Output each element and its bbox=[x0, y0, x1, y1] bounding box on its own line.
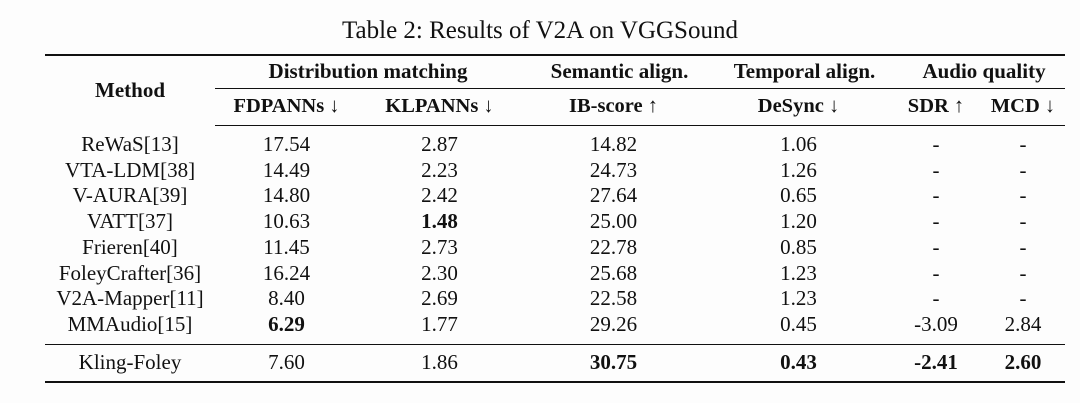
table-row: V-AURA[39] 14.80 2.42 27.64 0.65 - - bbox=[45, 183, 1065, 209]
table-row-kling-foley: Kling-Foley 7.60 1.86 30.75 0.43 -2.41 2… bbox=[45, 343, 1066, 383]
group-semantic-align: Semantic align. bbox=[521, 54, 706, 89]
value-cell: 1.77 bbox=[421, 311, 458, 336]
value-cell: 7.60 bbox=[215, 343, 358, 383]
value-cell: 11.45 bbox=[263, 234, 310, 259]
value-cell: - bbox=[1019, 157, 1027, 182]
value-cell: 8.40 bbox=[268, 286, 305, 311]
value-cell-best: -2.41 bbox=[891, 343, 981, 383]
value-cell: 25.68 bbox=[589, 260, 638, 285]
value-cell: - bbox=[1019, 234, 1027, 259]
header-group-row: Method Distribution matching Semantic al… bbox=[45, 54, 1066, 126]
value-cell: 27.64 bbox=[589, 183, 638, 208]
value-cell: 1.23 bbox=[780, 260, 817, 285]
value-cell: - bbox=[1019, 183, 1027, 208]
method-cell: FoleyCrafter[36] bbox=[58, 260, 202, 285]
method-cell: MMAudio[15] bbox=[67, 311, 193, 336]
table-row: VTA-LDM[38] 14.49 2.23 24.73 1.26 - - bbox=[45, 158, 1065, 184]
value-cell-best: 30.75 bbox=[521, 343, 706, 383]
value-cell: 1.86 bbox=[358, 343, 521, 383]
value-cell: - bbox=[1019, 132, 1027, 156]
value-cell: 2.84 bbox=[1004, 311, 1042, 336]
value-cell-best: 6.29 bbox=[268, 311, 305, 336]
value-cell-best: 2.60 bbox=[981, 343, 1066, 383]
value-cell: 2.42 bbox=[421, 183, 458, 208]
metric-klpanns: KLPANNs ↓ bbox=[358, 88, 521, 126]
metric-mcd: MCD ↓ bbox=[981, 88, 1066, 126]
value-cell: 2.30 bbox=[421, 260, 458, 285]
value-cell: -3.09 bbox=[914, 311, 958, 336]
value-cell: 2.87 bbox=[421, 132, 458, 156]
value-cell: 2.69 bbox=[421, 286, 458, 311]
value-cell: - bbox=[932, 183, 940, 208]
group-distribution-matching: Distribution matching bbox=[215, 54, 521, 89]
group-audio-quality: Audio quality bbox=[891, 54, 1066, 89]
value-cell: - bbox=[1019, 209, 1027, 234]
value-cell: 1.06 bbox=[780, 132, 817, 156]
value-cell: - bbox=[1019, 286, 1027, 311]
group-temporal-align: Temporal align. bbox=[706, 54, 891, 89]
value-cell: - bbox=[932, 209, 940, 234]
metric-fdpanns: FDPANNs ↓ bbox=[215, 88, 358, 126]
value-cell: - bbox=[1019, 260, 1027, 285]
results-table: Method Distribution matching Semantic al… bbox=[45, 54, 1066, 383]
table-caption: Table 2: Results of V2A on VGGSound bbox=[342, 17, 738, 44]
method-cell: VATT[37] bbox=[87, 209, 173, 234]
table-row: ReWaS[13] 17.54 2.87 14.82 1.06 - - bbox=[45, 126, 1065, 158]
metric-ib-score: IB-score ↑ bbox=[521, 88, 706, 126]
value-cell: 1.26 bbox=[780, 157, 817, 182]
table-row: VATT[37] 10.63 1.48 25.00 1.20 - - bbox=[45, 209, 1065, 235]
table-row: MMAudio[15] 6.29 1.77 29.26 0.45 -3.09 2… bbox=[45, 312, 1065, 344]
value-cell: - bbox=[932, 260, 940, 285]
value-cell: 22.78 bbox=[589, 234, 638, 259]
method-cell: ReWaS[13] bbox=[81, 131, 179, 156]
value-cell: 16.24 bbox=[262, 260, 311, 285]
metric-desync: DeSync ↓ bbox=[706, 88, 891, 126]
value-cell: - bbox=[932, 157, 940, 182]
method-header: Method bbox=[45, 54, 215, 126]
value-cell: 25.00 bbox=[589, 209, 638, 234]
value-cell: 0.85 bbox=[780, 234, 817, 259]
method-cell: V-AURA[39] bbox=[72, 183, 188, 208]
metric-sdr: SDR ↑ bbox=[891, 88, 981, 126]
value-cell: 22.58 bbox=[589, 286, 638, 311]
header-metric-row: FDPANNs ↓ KLPANNs ↓ IB-score ↑ DeSync ↓ … bbox=[45, 88, 1066, 126]
value-cell: 14.49 bbox=[262, 157, 311, 182]
method-cell: VTA-LDM[38] bbox=[64, 157, 196, 182]
value-cell: 2.23 bbox=[421, 157, 458, 182]
value-cell-best: 1.48 bbox=[421, 209, 458, 234]
method-cell: V2A-Mapper[11] bbox=[56, 286, 204, 311]
value-cell: 24.73 bbox=[589, 157, 638, 182]
value-cell: 0.65 bbox=[780, 183, 817, 208]
value-cell: 0.45 bbox=[780, 311, 817, 336]
value-cell: 14.82 bbox=[589, 132, 638, 156]
value-cell: 17.54 bbox=[262, 132, 311, 156]
value-cell: - bbox=[932, 234, 940, 259]
table-row: FoleyCrafter[36] 16.24 2.30 25.68 1.23 -… bbox=[45, 261, 1065, 287]
method-cell: Frieren[40] bbox=[82, 234, 178, 259]
value-cell-best: 0.43 bbox=[706, 343, 891, 383]
value-cell: 1.23 bbox=[780, 286, 817, 311]
value-cell: 29.26 bbox=[589, 311, 638, 336]
table-row: V2A-Mapper[11] 8.40 2.69 22.58 1.23 - - bbox=[45, 286, 1065, 312]
value-cell: - bbox=[932, 132, 940, 156]
table-row: Frieren[40] 11.45 2.73 22.78 0.85 - - bbox=[45, 235, 1065, 261]
value-cell: 1.20 bbox=[780, 209, 817, 234]
value-cell: 14.80 bbox=[262, 183, 311, 208]
value-cell: 2.73 bbox=[421, 234, 458, 259]
value-cell: 10.63 bbox=[262, 209, 311, 234]
value-cell: - bbox=[932, 286, 940, 311]
method-cell: Kling-Foley bbox=[45, 343, 215, 383]
